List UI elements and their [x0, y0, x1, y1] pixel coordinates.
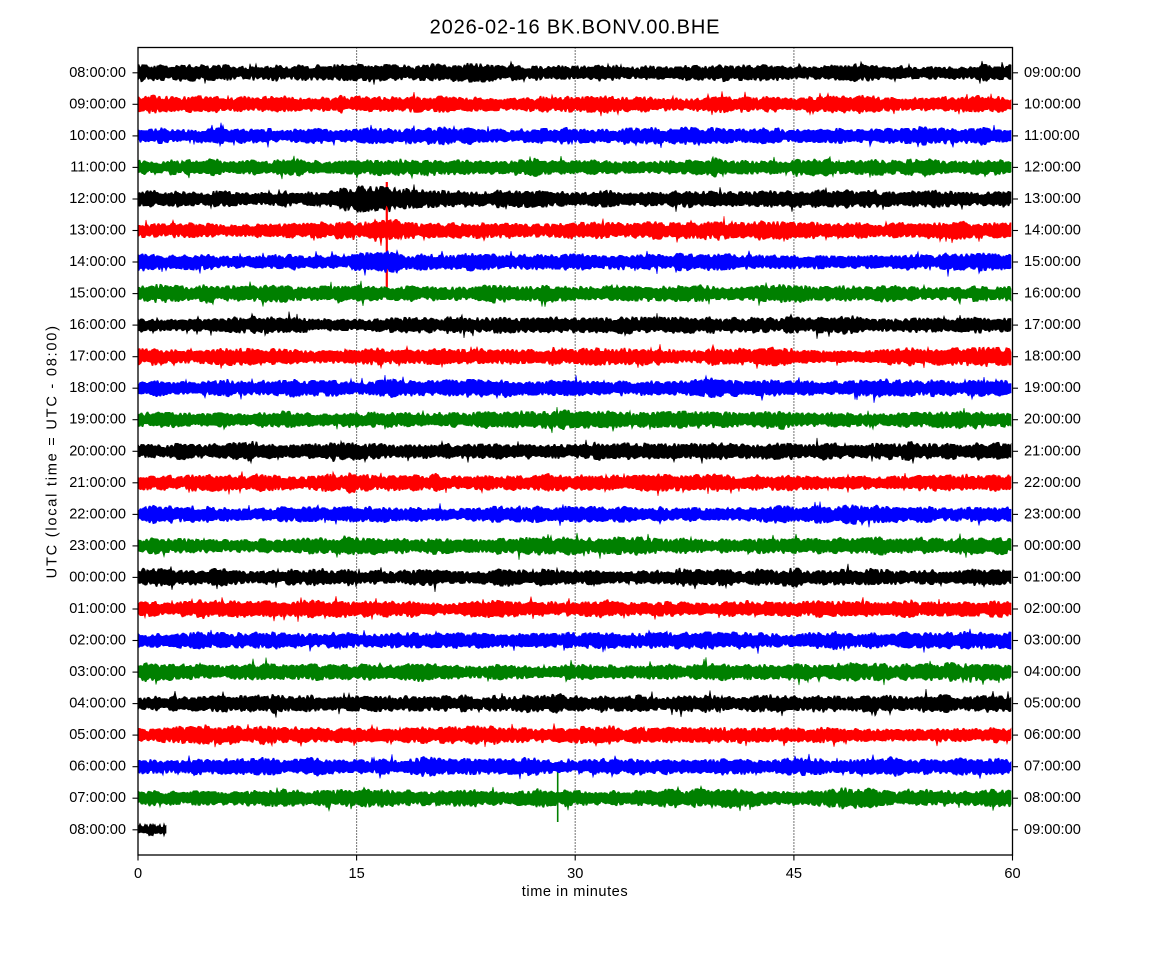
svg-text:21:00:00: 21:00:00 [1024, 443, 1081, 459]
svg-text:23:00:00: 23:00:00 [69, 538, 126, 554]
svg-text:09:00:00: 09:00:00 [69, 96, 126, 112]
svg-text:07:00:00: 07:00:00 [1024, 759, 1081, 775]
svg-text:08:00:00: 08:00:00 [1024, 790, 1081, 806]
svg-text:15:00:00: 15:00:00 [1024, 254, 1081, 270]
svg-text:23:00:00: 23:00:00 [1024, 506, 1081, 522]
svg-text:08:00:00: 08:00:00 [69, 65, 126, 81]
svg-text:01:00:00: 01:00:00 [1024, 569, 1081, 585]
svg-text:08:00:00: 08:00:00 [69, 822, 126, 838]
svg-text:13:00:00: 13:00:00 [1024, 191, 1081, 207]
svg-text:03:00:00: 03:00:00 [69, 664, 126, 680]
svg-text:14:00:00: 14:00:00 [69, 254, 126, 270]
svg-text:18:00:00: 18:00:00 [1024, 349, 1081, 365]
svg-text:05:00:00: 05:00:00 [69, 727, 126, 743]
svg-text:10:00:00: 10:00:00 [1024, 96, 1081, 112]
svg-text:13:00:00: 13:00:00 [69, 223, 126, 239]
svg-text:30: 30 [567, 866, 583, 882]
svg-text:15: 15 [348, 866, 364, 882]
svg-text:17:00:00: 17:00:00 [69, 349, 126, 365]
svg-text:06:00:00: 06:00:00 [69, 759, 126, 775]
svg-text:2026-02-16 BK.BONV.00.BHE: 2026-02-16 BK.BONV.00.BHE [430, 17, 721, 39]
svg-text:11:00:00: 11:00:00 [70, 159, 126, 175]
svg-text:19:00:00: 19:00:00 [69, 412, 126, 428]
svg-text:18:00:00: 18:00:00 [69, 380, 126, 396]
svg-text:04:00:00: 04:00:00 [1024, 664, 1081, 680]
svg-text:03:00:00: 03:00:00 [1024, 633, 1081, 649]
svg-text:21:00:00: 21:00:00 [69, 475, 126, 491]
svg-text:12:00:00: 12:00:00 [1024, 159, 1081, 175]
svg-text:00:00:00: 00:00:00 [1024, 538, 1081, 554]
svg-text:16:00:00: 16:00:00 [69, 317, 126, 333]
svg-text:20:00:00: 20:00:00 [69, 443, 126, 459]
svg-text:00:00:00: 00:00:00 [69, 569, 126, 585]
svg-text:22:00:00: 22:00:00 [1024, 475, 1081, 491]
svg-text:16:00:00: 16:00:00 [1024, 286, 1081, 302]
svg-text:22:00:00: 22:00:00 [69, 506, 126, 522]
svg-text:07:00:00: 07:00:00 [69, 790, 126, 806]
svg-text:09:00:00: 09:00:00 [1024, 65, 1081, 81]
svg-text:02:00:00: 02:00:00 [1024, 601, 1081, 617]
svg-text:UTC (local time = UTC - 08:00): UTC (local time = UTC - 08:00) [45, 324, 61, 578]
svg-text:01:00:00: 01:00:00 [69, 601, 126, 617]
svg-text:05:00:00: 05:00:00 [1024, 696, 1081, 712]
svg-text:04:00:00: 04:00:00 [69, 696, 126, 712]
svg-text:09:00:00: 09:00:00 [1024, 822, 1081, 838]
svg-text:10:00:00: 10:00:00 [69, 128, 126, 144]
svg-text:60: 60 [1004, 866, 1020, 882]
svg-text:15:00:00: 15:00:00 [69, 286, 126, 302]
svg-text:11:00:00: 11:00:00 [1024, 128, 1080, 144]
svg-text:12:00:00: 12:00:00 [69, 191, 126, 207]
svg-text:45: 45 [786, 866, 802, 882]
svg-text:14:00:00: 14:00:00 [1024, 223, 1081, 239]
svg-text:19:00:00: 19:00:00 [1024, 380, 1081, 396]
svg-text:17:00:00: 17:00:00 [1024, 317, 1081, 333]
svg-text:02:00:00: 02:00:00 [69, 633, 126, 649]
svg-text:time in minutes: time in minutes [522, 884, 628, 900]
svg-text:06:00:00: 06:00:00 [1024, 727, 1081, 743]
svg-text:0: 0 [134, 866, 142, 882]
svg-text:20:00:00: 20:00:00 [1024, 412, 1081, 428]
